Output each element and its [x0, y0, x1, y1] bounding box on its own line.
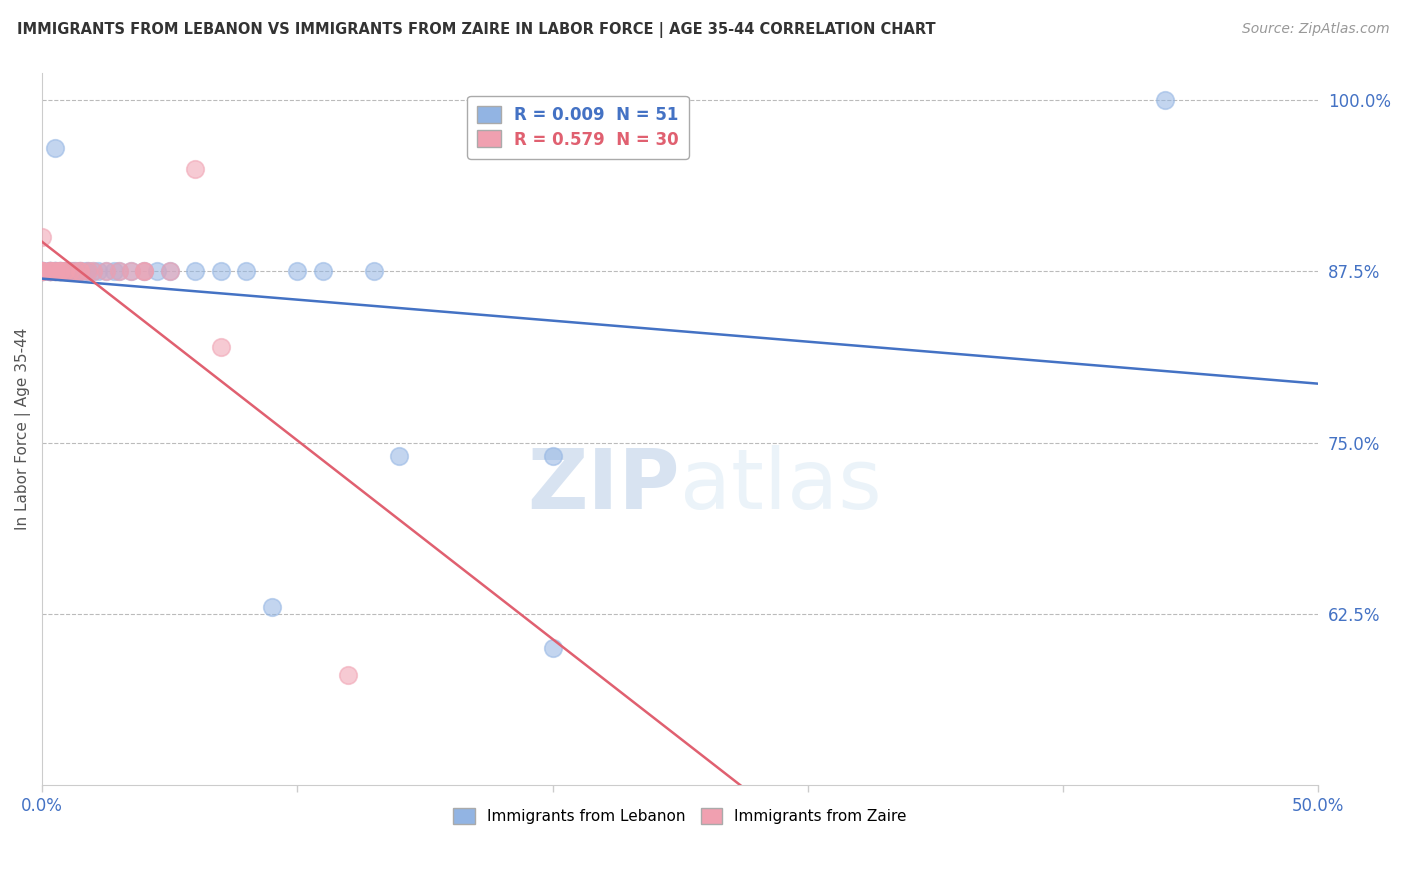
Text: atlas: atlas	[681, 445, 882, 526]
Point	[209, 340, 232, 354]
Point	[31, 264, 53, 278]
Point	[31, 264, 53, 278]
Point	[312, 264, 335, 278]
Point	[49, 264, 72, 278]
Point	[38, 264, 60, 278]
Point	[541, 449, 564, 463]
Point	[69, 264, 91, 278]
Point	[44, 264, 66, 278]
Point	[235, 264, 257, 278]
Point	[285, 264, 308, 278]
Point	[38, 264, 60, 278]
Point	[38, 264, 60, 278]
Point	[31, 264, 53, 278]
Point	[69, 264, 91, 278]
Point	[65, 264, 87, 278]
Point	[146, 264, 169, 278]
Point	[53, 264, 76, 278]
Point	[31, 264, 53, 278]
Point	[38, 264, 60, 278]
Point	[31, 230, 53, 244]
Point	[75, 264, 97, 278]
Point	[69, 264, 91, 278]
Point	[94, 264, 117, 278]
Point	[82, 264, 104, 278]
Point	[363, 264, 385, 278]
Point	[31, 264, 53, 278]
Point	[44, 264, 66, 278]
Point	[65, 264, 87, 278]
Point	[120, 264, 142, 278]
Point	[53, 264, 76, 278]
Point	[107, 264, 129, 278]
Point	[38, 264, 60, 278]
Point	[87, 264, 110, 278]
Point	[260, 599, 283, 614]
Point	[44, 264, 66, 278]
Point	[134, 264, 156, 278]
Point	[541, 640, 564, 655]
Point	[31, 264, 53, 278]
Point	[103, 264, 125, 278]
Y-axis label: In Labor Force | Age 35-44: In Labor Force | Age 35-44	[15, 327, 31, 530]
Point	[49, 264, 72, 278]
Point	[159, 264, 181, 278]
Point	[1154, 94, 1177, 108]
Point	[53, 264, 76, 278]
Point	[337, 668, 360, 682]
Point	[49, 264, 72, 278]
Point	[59, 264, 82, 278]
Point	[49, 264, 72, 278]
Legend: R = 0.009  N = 51, R = 0.579  N = 30: R = 0.009 N = 51, R = 0.579 N = 30	[467, 95, 689, 159]
Point	[38, 264, 60, 278]
Point	[134, 264, 156, 278]
Point	[44, 141, 66, 155]
Point	[69, 264, 91, 278]
Point	[53, 264, 76, 278]
Point	[31, 264, 53, 278]
Point	[77, 264, 100, 278]
Point	[184, 264, 207, 278]
Point	[31, 264, 53, 278]
Point	[159, 264, 181, 278]
Point	[38, 264, 60, 278]
Point	[107, 264, 129, 278]
Point	[209, 264, 232, 278]
Point	[49, 264, 72, 278]
Text: IMMIGRANTS FROM LEBANON VS IMMIGRANTS FROM ZAIRE IN LABOR FORCE | AGE 35-44 CORR: IMMIGRANTS FROM LEBANON VS IMMIGRANTS FR…	[17, 22, 935, 38]
Point	[44, 264, 66, 278]
Point	[388, 449, 411, 463]
Point	[44, 264, 66, 278]
Point	[49, 264, 72, 278]
Point	[184, 161, 207, 176]
Point	[62, 264, 84, 278]
Point	[134, 264, 156, 278]
Point	[120, 264, 142, 278]
Point	[82, 264, 104, 278]
Point	[53, 264, 76, 278]
Text: Source: ZipAtlas.com: Source: ZipAtlas.com	[1241, 22, 1389, 37]
Point	[38, 264, 60, 278]
Point	[44, 264, 66, 278]
Point	[31, 264, 53, 278]
Text: ZIP: ZIP	[527, 445, 681, 526]
Point	[77, 264, 100, 278]
Point	[59, 264, 82, 278]
Point	[94, 264, 117, 278]
